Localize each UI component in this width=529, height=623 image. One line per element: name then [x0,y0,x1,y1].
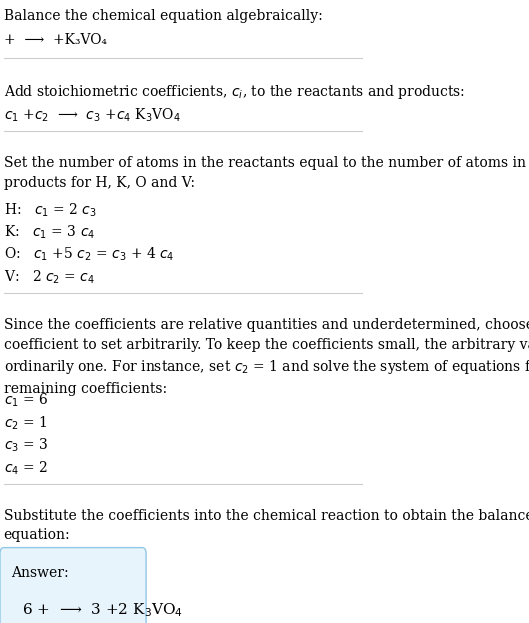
Text: $c_2$ = 1: $c_2$ = 1 [4,414,47,432]
Text: 6 +  ⟶  3 +2 K$_3$VO$_4$: 6 + ⟶ 3 +2 K$_3$VO$_4$ [22,602,183,619]
Text: Balance the chemical equation algebraically:: Balance the chemical equation algebraica… [4,9,322,23]
Text: O:   $c_1$ +5 $c_2$ = $c_3$ + 4 $c_4$: O: $c_1$ +5 $c_2$ = $c_3$ + 4 $c_4$ [4,246,174,264]
Text: Since the coefficients are relative quantities and underdetermined, choose a
coe: Since the coefficients are relative quan… [4,318,529,396]
FancyBboxPatch shape [0,548,146,623]
Text: $c_4$ = 2: $c_4$ = 2 [4,459,48,477]
Text: Substitute the coefficients into the chemical reaction to obtain the balanced
eq: Substitute the coefficients into the che… [4,509,529,543]
Text: $c_1$ = 6: $c_1$ = 6 [4,392,48,409]
Text: $c_1$ +$c_2$  ⟶  $c_3$ +$c_4$ K$_3$VO$_4$: $c_1$ +$c_2$ ⟶ $c_3$ +$c_4$ K$_3$VO$_4$ [4,107,181,124]
Text: $c_3$ = 3: $c_3$ = 3 [4,437,48,454]
Text: V:   2 $c_2$ = $c_4$: V: 2 $c_2$ = $c_4$ [4,269,95,286]
Text: H:   $c_1$ = 2 $c_3$: H: $c_1$ = 2 $c_3$ [4,201,97,219]
Text: Add stoichiometric coefficients, $c_i$, to the reactants and products:: Add stoichiometric coefficients, $c_i$, … [4,83,464,101]
Text: K:   $c_1$ = 3 $c_4$: K: $c_1$ = 3 $c_4$ [4,224,95,241]
Text: +  ⟶  +K₃VO₄: + ⟶ +K₃VO₄ [4,33,107,47]
Text: Set the number of atoms in the reactants equal to the number of atoms in the
pro: Set the number of atoms in the reactants… [4,156,529,190]
Text: Answer:: Answer: [11,566,69,580]
